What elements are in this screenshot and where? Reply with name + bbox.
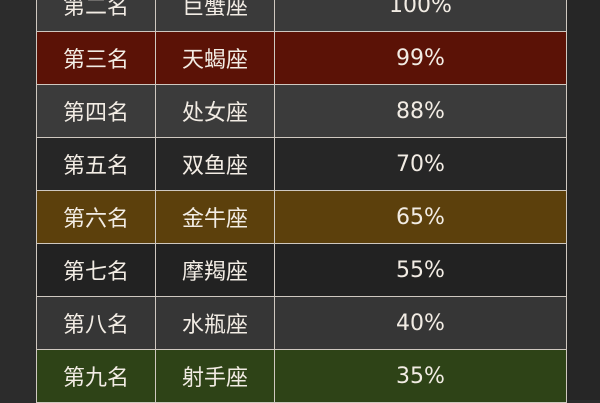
zodiac-ranking-table: 第二名 巨蟹座 100% 第三名 天蝎座 99% 第四名 处女座 88% 第五名 双鱼座 70% 第六名… (36, 0, 567, 403)
rank-cell: 第八名 (36, 296, 156, 350)
sign-cell: 水瓶座 (155, 296, 275, 350)
background-strip (566, 0, 600, 400)
percent-cell: 88% (274, 84, 567, 138)
percent-cell: 65% (274, 190, 567, 244)
percent-cell: 70% (274, 137, 567, 191)
sign-cell: 射手座 (155, 349, 275, 403)
table-row: 第七名 摩羯座 55% (36, 243, 567, 297)
percent-cell: 55% (274, 243, 567, 297)
rank-cell: 第七名 (36, 243, 156, 297)
table-row: 第四名 处女座 88% (36, 84, 567, 138)
percent-cell: 35% (274, 349, 567, 403)
sign-cell: 金牛座 (155, 190, 275, 244)
percent-cell: 99% (274, 31, 567, 85)
table-row: 第六名 金牛座 65% (36, 190, 567, 244)
rank-cell: 第四名 (36, 84, 156, 138)
table-row: 第五名 双鱼座 70% (36, 137, 567, 191)
rank-cell: 第六名 (36, 190, 156, 244)
percent-cell: 40% (274, 296, 567, 350)
table-row: 第九名 射手座 35% (36, 349, 567, 403)
rank-cell: 第九名 (36, 349, 156, 403)
percent-cell: 100% (274, 0, 567, 32)
sign-cell: 摩羯座 (155, 243, 275, 297)
rank-cell: 第五名 (36, 137, 156, 191)
table-row: 第八名 水瓶座 40% (36, 296, 567, 350)
table-row: 第二名 巨蟹座 100% (36, 0, 567, 32)
rank-cell: 第二名 (36, 0, 156, 32)
rank-cell: 第三名 (36, 31, 156, 85)
sign-cell: 双鱼座 (155, 137, 275, 191)
sign-cell: 巨蟹座 (155, 0, 275, 32)
sign-cell: 天蝎座 (155, 31, 275, 85)
sign-cell: 处女座 (155, 84, 275, 138)
table-row: 第三名 天蝎座 99% (36, 31, 567, 85)
